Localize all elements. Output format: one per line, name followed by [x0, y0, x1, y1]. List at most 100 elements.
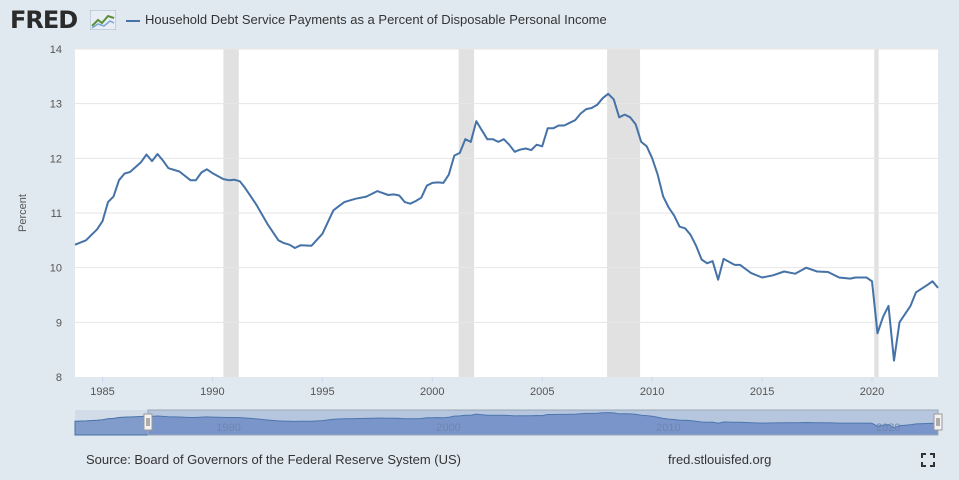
data-point[interactable]	[892, 359, 896, 363]
data-point[interactable]	[507, 143, 511, 147]
data-point[interactable]	[265, 222, 269, 226]
data-point[interactable]	[694, 244, 698, 248]
data-point[interactable]	[931, 279, 935, 283]
data-point[interactable]	[227, 178, 231, 182]
data-point[interactable]	[623, 113, 627, 117]
data-point[interactable]	[95, 227, 99, 231]
data-point[interactable]	[535, 143, 539, 147]
data-point[interactable]	[150, 159, 154, 163]
data-point[interactable]	[606, 92, 610, 96]
data-point[interactable]	[210, 171, 214, 175]
data-point[interactable]	[101, 219, 105, 223]
data-point[interactable]	[188, 178, 192, 182]
data-point[interactable]	[496, 140, 500, 144]
data-point[interactable]	[898, 320, 902, 324]
data-point[interactable]	[826, 270, 830, 274]
data-point[interactable]	[771, 273, 775, 277]
data-point[interactable]	[403, 200, 407, 204]
data-point[interactable]	[287, 243, 291, 247]
data-point[interactable]	[441, 181, 445, 185]
data-point[interactable]	[425, 184, 429, 188]
data-point[interactable]	[199, 171, 203, 175]
data-point[interactable]	[139, 160, 143, 164]
data-point[interactable]	[546, 126, 550, 130]
data-point[interactable]	[463, 137, 467, 141]
data-point[interactable]	[331, 208, 335, 212]
data-point[interactable]	[254, 203, 258, 207]
data-point[interactable]	[705, 261, 709, 265]
source-url[interactable]: fred.stlouisfed.org	[668, 452, 772, 467]
data-point[interactable]	[733, 263, 737, 267]
data-point[interactable]	[320, 232, 324, 236]
data-point[interactable]	[386, 193, 390, 197]
data-point[interactable]	[590, 106, 594, 110]
series-line[interactable]	[74, 92, 939, 362]
data-point[interactable]	[513, 150, 517, 154]
data-point[interactable]	[870, 279, 874, 283]
data-point[interactable]	[414, 199, 418, 203]
data-point[interactable]	[375, 189, 379, 193]
data-point[interactable]	[711, 259, 715, 263]
data-point[interactable]	[887, 304, 891, 308]
data-point[interactable]	[518, 148, 522, 152]
data-point[interactable]	[452, 154, 456, 158]
data-point[interactable]	[837, 276, 841, 280]
data-point[interactable]	[408, 202, 412, 206]
data-point[interactable]	[491, 137, 495, 141]
data-point[interactable]	[601, 96, 605, 100]
data-point[interactable]	[166, 166, 170, 170]
data-point[interactable]	[205, 167, 209, 171]
data-point[interactable]	[342, 200, 346, 204]
navigator-selection[interactable]	[147, 409, 939, 436]
data-point[interactable]	[639, 140, 643, 144]
data-point[interactable]	[293, 246, 297, 250]
data-point[interactable]	[502, 137, 506, 141]
data-point[interactable]	[123, 172, 127, 176]
data-point[interactable]	[145, 153, 149, 157]
data-point[interactable]	[221, 177, 225, 181]
data-point[interactable]	[749, 271, 753, 275]
data-point[interactable]	[914, 290, 918, 294]
legend[interactable]: Household Debt Service Payments as a Per…	[126, 12, 607, 27]
data-point[interactable]	[436, 180, 440, 184]
data-point[interactable]	[276, 238, 280, 242]
data-point[interactable]	[848, 277, 852, 281]
data-point[interactable]	[128, 170, 132, 174]
data-point[interactable]	[584, 107, 588, 111]
data-point[interactable]	[678, 225, 682, 229]
data-point[interactable]	[282, 241, 286, 245]
data-point[interactable]	[474, 119, 478, 123]
data-point[interactable]	[298, 243, 302, 247]
data-point[interactable]	[117, 178, 121, 182]
data-point[interactable]	[925, 283, 929, 287]
data-point[interactable]	[859, 276, 863, 280]
data-point[interactable]	[134, 165, 138, 169]
data-point[interactable]	[672, 214, 676, 218]
data-point[interactable]	[243, 186, 247, 190]
data-point[interactable]	[700, 258, 704, 262]
data-point[interactable]	[447, 173, 451, 177]
data-point[interactable]	[232, 178, 236, 182]
data-point[interactable]	[238, 179, 242, 183]
data-point[interactable]	[419, 196, 423, 200]
data-point[interactable]	[161, 159, 165, 163]
data-point[interactable]	[392, 192, 396, 196]
data-point[interactable]	[645, 144, 649, 148]
data-point[interactable]	[156, 152, 160, 156]
data-point[interactable]	[650, 156, 654, 160]
navigator-handle-right[interactable]	[933, 413, 943, 431]
data-point[interactable]	[656, 173, 660, 177]
data-point[interactable]	[579, 112, 583, 116]
data-point[interactable]	[524, 147, 528, 151]
navigator-handle-left[interactable]	[143, 413, 153, 431]
data-point[interactable]	[84, 238, 88, 242]
data-point[interactable]	[661, 195, 665, 199]
data-point[interactable]	[540, 144, 544, 148]
data-point[interactable]	[73, 243, 77, 247]
data-point[interactable]	[683, 226, 687, 230]
data-point[interactable]	[551, 126, 555, 130]
data-point[interactable]	[194, 178, 198, 182]
data-point[interactable]	[876, 331, 880, 335]
data-point[interactable]	[689, 233, 693, 237]
data-point[interactable]	[793, 272, 797, 276]
